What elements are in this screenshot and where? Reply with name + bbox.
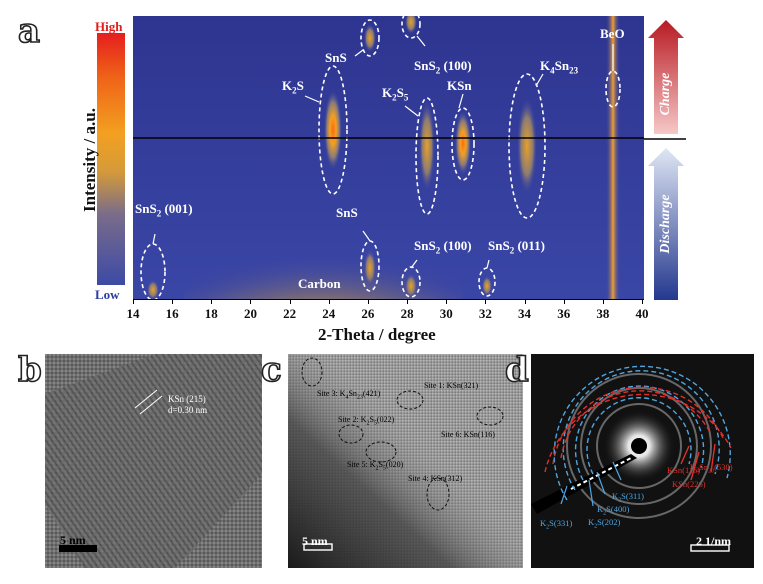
- label-sns-top: SnS: [325, 50, 347, 65]
- x-tick-label: 26: [361, 306, 375, 321]
- saed-blue-label: K2S(331): [540, 518, 573, 531]
- x-tick-mark: [211, 299, 213, 304]
- panel-d-letter: d: [504, 350, 529, 390]
- x-tick-labels: 14 16 18 20 22 24 26 28 30 32 34 36 38 40: [127, 299, 649, 324]
- y-axis-label: Intensity / a.u.: [80, 108, 99, 212]
- panel-b-letter: b: [17, 350, 42, 390]
- x-tick-label: 20: [243, 306, 257, 321]
- label-sns2-100-bottom: SnS2 (100): [414, 238, 472, 256]
- x-tick-label: 18: [204, 306, 218, 321]
- x-axis: [133, 299, 644, 308]
- label-sns2-100-top: SnS2 (100): [414, 58, 472, 76]
- site-3-label: Site 3: K4Sn23(421): [317, 389, 381, 401]
- x-tick-label: 16: [165, 306, 179, 321]
- label-sns-bottom: SnS: [336, 205, 358, 220]
- x-tick-label: 22: [283, 306, 297, 321]
- site-6-label: Site 6: KSn(116): [441, 430, 495, 439]
- x-tick-mark: [407, 299, 409, 304]
- label-k4sn23: K4Sn23: [540, 58, 579, 76]
- x-tick-mark: [642, 299, 643, 304]
- xrd-heatmap: [133, 16, 644, 299]
- saed-blue-label: K2S(400): [597, 504, 630, 517]
- x-tick-label: 24: [322, 306, 336, 321]
- x-tick-mark: [524, 299, 526, 304]
- discharge-label: Discharge: [658, 194, 673, 254]
- saed-red-label: K4Sn23(530): [690, 462, 733, 475]
- label-carbon: Carbon: [298, 276, 341, 291]
- x-axis-label: 2-Theta / degree: [318, 325, 436, 344]
- label-sns2-001: SnS2 (001): [135, 201, 193, 219]
- hrtem-image-b: [45, 354, 262, 568]
- site-1-label: Site 1: KSn(321): [424, 381, 479, 390]
- site-4-label: Site 4: KSn(312): [408, 474, 463, 483]
- colorbar-low-label: Low: [95, 287, 120, 302]
- x-tick-mark: [328, 299, 330, 304]
- x-tick-mark: [289, 299, 291, 304]
- label-sns2-011: SnS2 (011): [488, 238, 545, 256]
- x-tick-label: 28: [400, 306, 414, 321]
- x-tick-label: 14: [126, 306, 140, 321]
- x-tick-mark: [133, 299, 134, 304]
- saed-red-label: KSn(116): [667, 465, 701, 475]
- x-tick-label: 36: [557, 306, 571, 321]
- colorbar: [97, 33, 125, 285]
- label-k2s: K2S: [282, 78, 304, 96]
- charge-discharge-arrows: [644, 20, 686, 300]
- label-beo: BeO: [600, 26, 625, 41]
- panel-b-scalebar-label: 5 nm: [60, 533, 86, 547]
- x-tick-label: 30: [439, 306, 453, 321]
- x-tick-mark: [172, 299, 174, 304]
- hrtem-image-c: [288, 354, 523, 568]
- panel-a-letter: a: [17, 11, 41, 51]
- panel-d-scalebar-label: 2 1/nm: [696, 534, 732, 548]
- x-tick-label: 34: [518, 306, 532, 321]
- saed-blue-label: K2S(202): [588, 517, 621, 530]
- x-tick-mark: [602, 299, 604, 304]
- panel-b-dspacing-label: d=0.30 nm: [168, 405, 208, 415]
- x-tick-label: 40: [635, 306, 649, 321]
- x-tick-mark: [485, 299, 487, 304]
- panel-c-letter: c: [260, 350, 282, 390]
- x-tick-mark: [250, 299, 252, 304]
- label-ksn: KSn: [447, 78, 472, 93]
- site-5-label: Site 5: K2S5(020): [347, 460, 404, 472]
- x-tick-mark: [367, 299, 369, 304]
- saed-pattern: [531, 354, 754, 568]
- x-tick-label: 32: [478, 306, 492, 321]
- saed-blue-label: K2S(311): [612, 491, 644, 504]
- x-tick-mark: [446, 299, 448, 304]
- colorbar-high-label: High: [95, 19, 123, 34]
- site-2-label: Site 2: K2S5(022): [338, 415, 395, 427]
- label-k2s5: K2S5: [382, 85, 409, 103]
- x-tick-label: 38: [596, 306, 610, 321]
- charge-label: Charge: [658, 72, 673, 116]
- saed-red-label: KSn(226): [672, 479, 706, 489]
- panel-b-lattice-label: KSn (215): [168, 394, 206, 404]
- x-tick-mark: [563, 299, 565, 304]
- panel-c-scalebar-label: 5 nm: [302, 534, 328, 548]
